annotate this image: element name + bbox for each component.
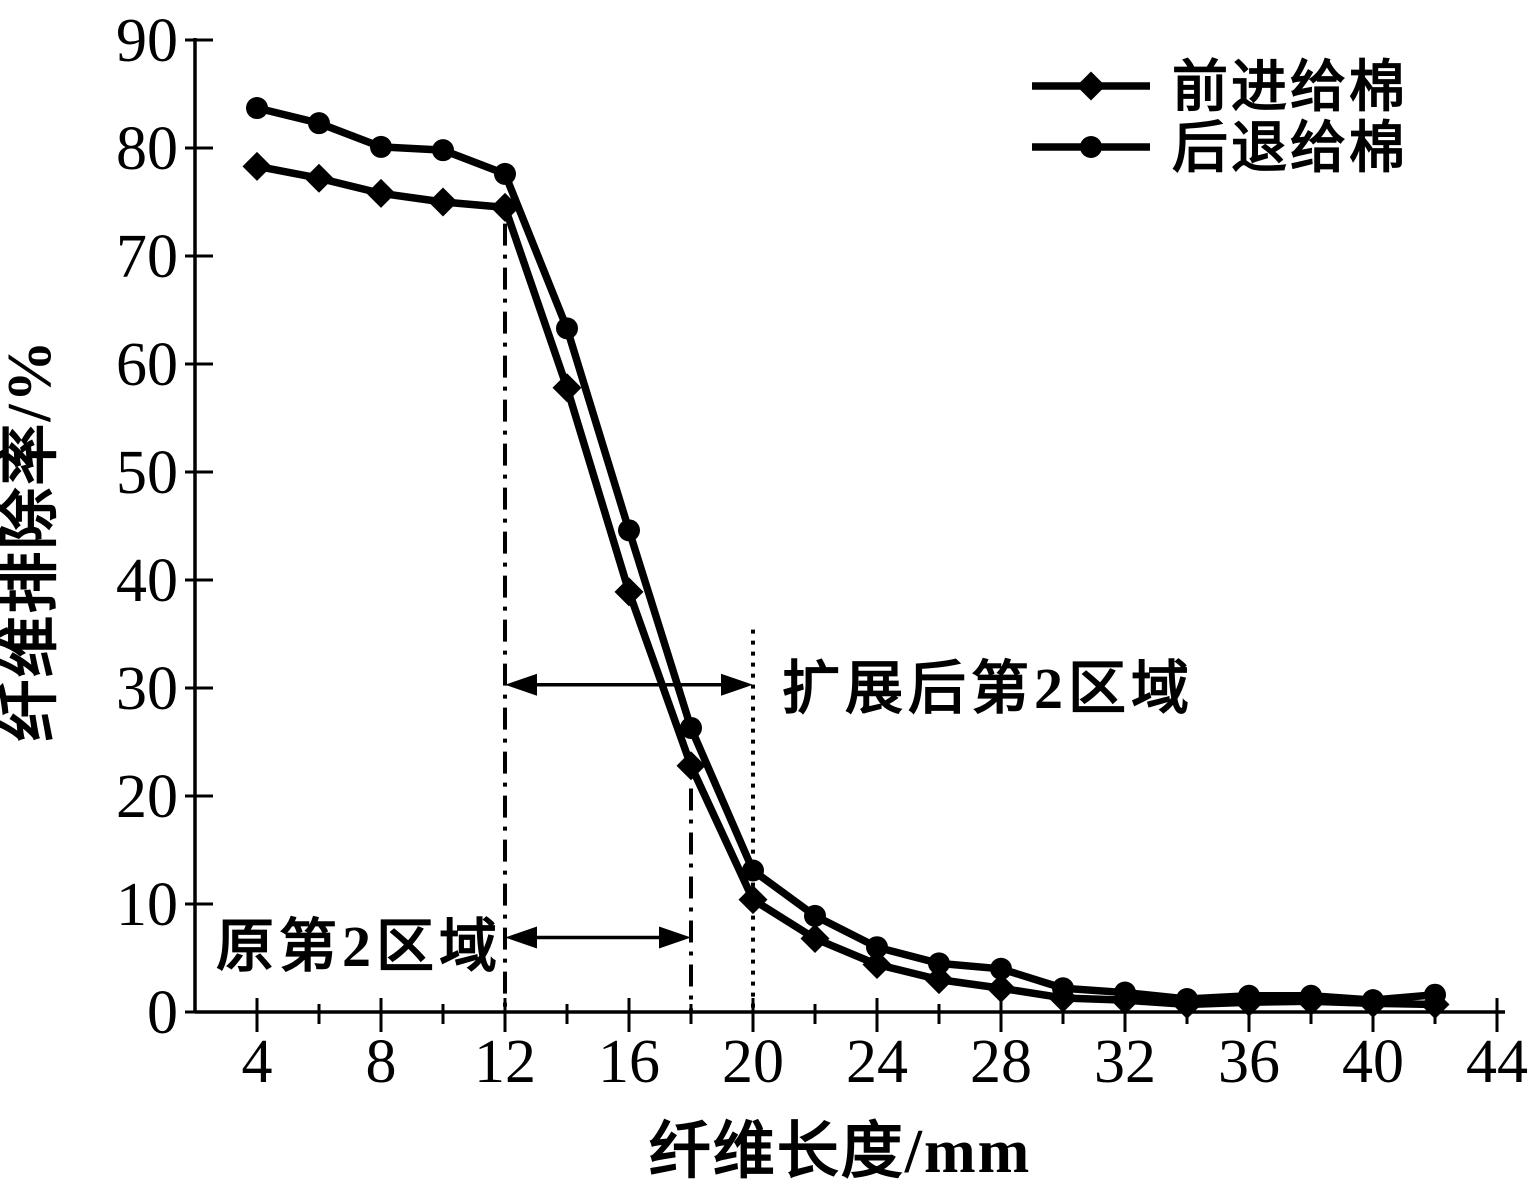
zone-arrow-head-right-0 — [721, 673, 753, 696]
series-backward-feed-marker — [928, 952, 950, 975]
series-forward-feed-line — [256, 162, 1436, 1009]
series-forward-feed-marker — [614, 577, 644, 607]
x-tick-label: 16 — [598, 1028, 660, 1096]
y-tick-label: 40 — [116, 547, 178, 615]
series-backward-feed-marker — [370, 135, 392, 158]
series-backward-feed-marker — [618, 519, 640, 542]
x-tick-label: 28 — [970, 1028, 1032, 1096]
series-backward-feed-marker — [308, 112, 330, 135]
series-forward-feed-marker — [552, 373, 582, 403]
x-tick-label: 40 — [1342, 1028, 1404, 1096]
series-forward-feed-marker — [738, 885, 768, 915]
y-tick-label: 70 — [116, 223, 178, 291]
y-tick-label: 10 — [116, 871, 178, 939]
x-tick-label: 20 — [722, 1028, 784, 1096]
series-backward-feed-marker — [1362, 989, 1384, 1012]
series-backward-feed-marker — [556, 317, 578, 340]
series-forward-feed-marker — [242, 151, 272, 181]
y-tick-label: 20 — [116, 763, 178, 831]
x-tick-label: 12 — [474, 1028, 536, 1096]
y-tick-label: 90 — [116, 7, 178, 75]
zone-arrow-head-left-1 — [505, 926, 537, 949]
y-tick-label: 80 — [116, 115, 178, 183]
legend-forward-feed-label: 前进给棉 — [1172, 57, 1408, 119]
y-tick-label: 30 — [116, 655, 178, 723]
y-tick-label: 0 — [147, 979, 178, 1047]
series-backward-feed-marker — [804, 904, 826, 927]
series-backward-feed-line — [256, 104, 1436, 1004]
series-backward-feed-marker — [1424, 983, 1446, 1006]
series-backward-feed-marker — [990, 957, 1012, 980]
series-backward-feed-marker — [1238, 984, 1260, 1007]
series-backward-feed-marker — [1114, 981, 1136, 1004]
series-backward-feed-marker — [1176, 988, 1198, 1011]
x-tick-label: 8 — [366, 1028, 397, 1096]
x-tick-label: 4 — [242, 1028, 273, 1096]
series-forward-feed-marker — [428, 187, 458, 217]
x-tick-label: 32 — [1094, 1028, 1156, 1096]
series-forward-feed-marker — [924, 965, 954, 995]
legend-forward-feed-marker — [1076, 71, 1106, 101]
x-axis-title: 纤维长度/mm — [649, 1117, 1032, 1186]
series-forward-feed-marker — [304, 163, 334, 193]
zone-arrow-head-left-0 — [505, 673, 537, 696]
y-tick-label: 50 — [116, 439, 178, 507]
y-axis-title: 纤维排除率/% — [0, 338, 64, 741]
annotation-original-zone: 原第2区域 — [216, 914, 502, 979]
x-tick-label: 44 — [1466, 1028, 1528, 1096]
legend-backward-feed-label: 后退给棉 — [1172, 118, 1408, 180]
series-backward-feed-marker — [866, 936, 888, 959]
legend-backward-feed-marker — [1080, 136, 1102, 158]
series-forward-feed-marker — [366, 178, 396, 208]
series-backward-feed-marker — [494, 162, 516, 185]
series-backward-feed-marker — [246, 97, 268, 120]
series-forward-feed-marker — [862, 949, 892, 979]
x-tick-label: 36 — [1218, 1028, 1280, 1096]
series-forward-feed-marker — [676, 751, 706, 781]
series-forward-feed-marker — [800, 924, 830, 954]
series-backward-feed-marker — [1052, 977, 1074, 1000]
series-backward-feed-marker — [432, 139, 454, 162]
zone-arrow-head-right-1 — [659, 926, 691, 949]
annotation-expanded-zone: 扩展后第2区域 — [782, 656, 1194, 721]
series-backward-feed-marker — [680, 716, 702, 739]
series-forward-feed-marker — [986, 973, 1016, 1003]
series-backward-feed-marker — [742, 859, 764, 882]
y-tick-label: 60 — [116, 331, 178, 399]
series-backward-feed-marker — [1300, 984, 1322, 1007]
generated-chart-layer: 4 8 12 16 20 24 28 32 36 40 44 0 10 20 30 40 50 60 70 80 90 前… — [116, 7, 1528, 1096]
x-tick-label: 24 — [846, 1028, 908, 1096]
